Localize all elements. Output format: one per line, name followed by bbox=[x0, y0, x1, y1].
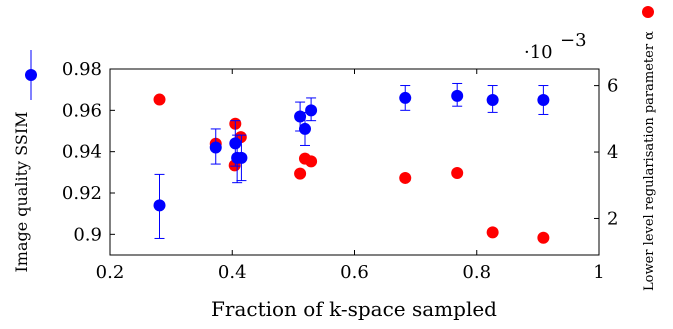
right-axis-ticks: 2 4 6 bbox=[594, 76, 618, 229]
alpha-point bbox=[537, 231, 550, 244]
x-tick-label: 0.8 bbox=[462, 262, 491, 283]
left-tick-label: 0.98 bbox=[62, 59, 102, 80]
multiplier-exponent: −3 bbox=[560, 30, 587, 51]
x-tick-label: 0.4 bbox=[218, 262, 247, 283]
x-axis-ticks: 0.2 0.4 0.6 0.8 1 bbox=[96, 69, 605, 283]
right-axis-multiplier: ·10 −3 bbox=[524, 30, 587, 63]
plot-frame bbox=[109, 68, 600, 256]
alpha-point bbox=[451, 166, 464, 179]
ssim-point bbox=[153, 199, 166, 212]
alpha-point bbox=[294, 167, 307, 180]
plot-background bbox=[109, 68, 600, 256]
right-legend-marker bbox=[642, 6, 654, 18]
x-tick-label: 1 bbox=[593, 262, 604, 283]
right-tick-label: 2 bbox=[607, 208, 618, 229]
right-tick-label: 4 bbox=[607, 142, 618, 163]
x-tick-label: 0.6 bbox=[340, 262, 369, 283]
left-axis-legend: Image quality SSIM bbox=[12, 50, 37, 273]
alpha-point bbox=[305, 155, 318, 168]
ssim-point bbox=[451, 89, 464, 102]
ssim-series bbox=[153, 82, 550, 239]
ssim-point bbox=[294, 110, 307, 123]
alpha-point bbox=[153, 93, 166, 106]
ssim-point bbox=[235, 151, 248, 164]
left-axis-title: Image quality SSIM bbox=[12, 111, 31, 272]
x-axis-title: Fraction of k-space sampled bbox=[211, 297, 497, 321]
ssim-point bbox=[399, 91, 412, 104]
right-axis-legend: Lower level regularisation parameter α bbox=[642, 6, 657, 291]
ssim-point bbox=[486, 94, 499, 106]
x-tick-label: 0.2 bbox=[96, 262, 125, 283]
ssim-point bbox=[305, 104, 318, 117]
right-tick-label: 6 bbox=[607, 76, 618, 97]
ssim-point bbox=[229, 137, 242, 150]
left-axis-ticks: 0.9 0.92 0.94 0.96 0.98 bbox=[62, 59, 115, 245]
left-tick-label: 0.96 bbox=[62, 100, 102, 121]
left-tick-label: 0.92 bbox=[62, 183, 102, 204]
ssim-point bbox=[298, 122, 311, 135]
right-axis-title: Lower level regularisation parameter α bbox=[642, 31, 657, 291]
ssim-point bbox=[209, 141, 222, 154]
ssim-point bbox=[537, 94, 550, 106]
left-tick-label: 0.9 bbox=[73, 224, 102, 245]
alpha-point bbox=[399, 171, 412, 184]
multiplier-base: ·10 bbox=[524, 42, 553, 63]
alpha-point bbox=[486, 226, 499, 239]
alpha-series bbox=[153, 93, 550, 244]
left-legend-marker bbox=[25, 69, 37, 81]
left-tick-label: 0.94 bbox=[62, 142, 102, 163]
